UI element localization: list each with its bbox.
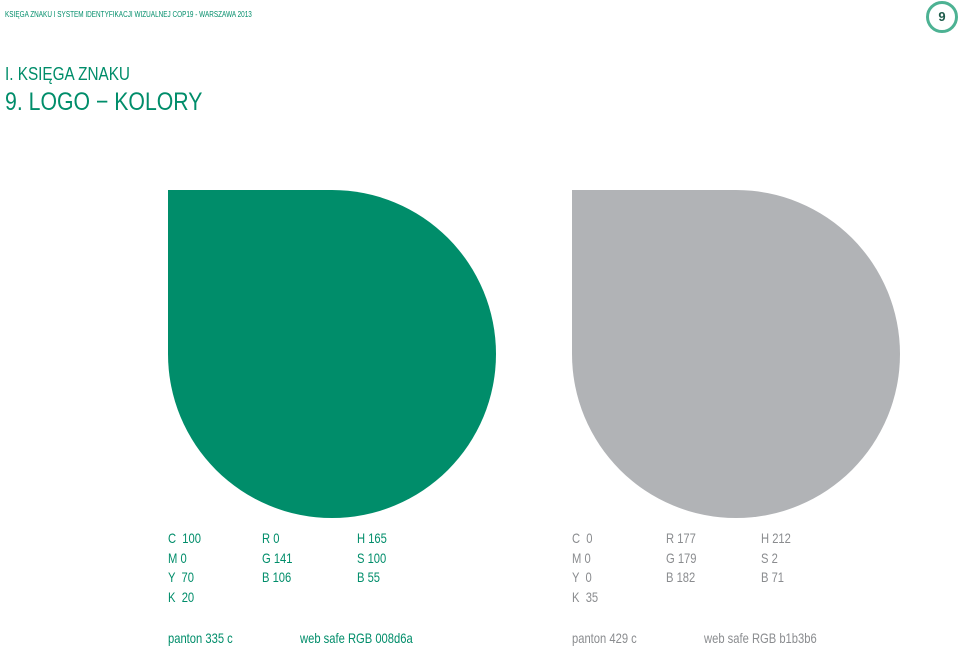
hsb-value: B 71 xyxy=(761,569,785,585)
cmyk-value: C 100 xyxy=(168,530,201,546)
web-safe: web safe RGB 008d6a xyxy=(300,630,413,646)
hsb-value: H 165 xyxy=(357,530,387,546)
cmyk-value: M 0 xyxy=(572,549,591,566)
rgb-value: B 106 xyxy=(262,569,292,585)
cmyk-value: K 20 xyxy=(168,588,195,605)
cmyk-value: Y 70 xyxy=(168,569,194,585)
rgb-value: G 141 xyxy=(262,549,293,566)
hsb-value: S 2 xyxy=(761,549,778,566)
rgb-value: B 182 xyxy=(666,569,696,585)
rgb-value: R 0 xyxy=(262,530,280,546)
running-title: KSIĘGA ZNAKU I SYSTEM IDENTYFIKACJI WIZU… xyxy=(5,10,252,19)
pantone: panton 335 c xyxy=(168,630,233,646)
color-drop xyxy=(168,190,496,518)
chapter-title: 9. LOGO − KOLORY xyxy=(5,88,203,116)
section-title: I. KSIĘGA ZNAKU xyxy=(5,64,130,84)
rgb-value: R 177 xyxy=(666,530,696,546)
cmyk-value: K 35 xyxy=(572,588,599,605)
color-drop xyxy=(572,190,900,518)
rgb-value: G 179 xyxy=(666,549,697,566)
web-safe: web safe RGB b1b3b6 xyxy=(704,630,817,646)
hsb-value: H 212 xyxy=(761,530,791,546)
cmyk-value: C 0 xyxy=(572,530,593,546)
cmyk-value: Y 0 xyxy=(572,569,592,585)
page-number: 9 xyxy=(926,1,958,33)
hsb-value: S 100 xyxy=(357,549,387,566)
hsb-value: B 55 xyxy=(357,569,381,585)
cmyk-value: M 0 xyxy=(168,549,187,566)
pantone: panton 429 c xyxy=(572,630,637,646)
